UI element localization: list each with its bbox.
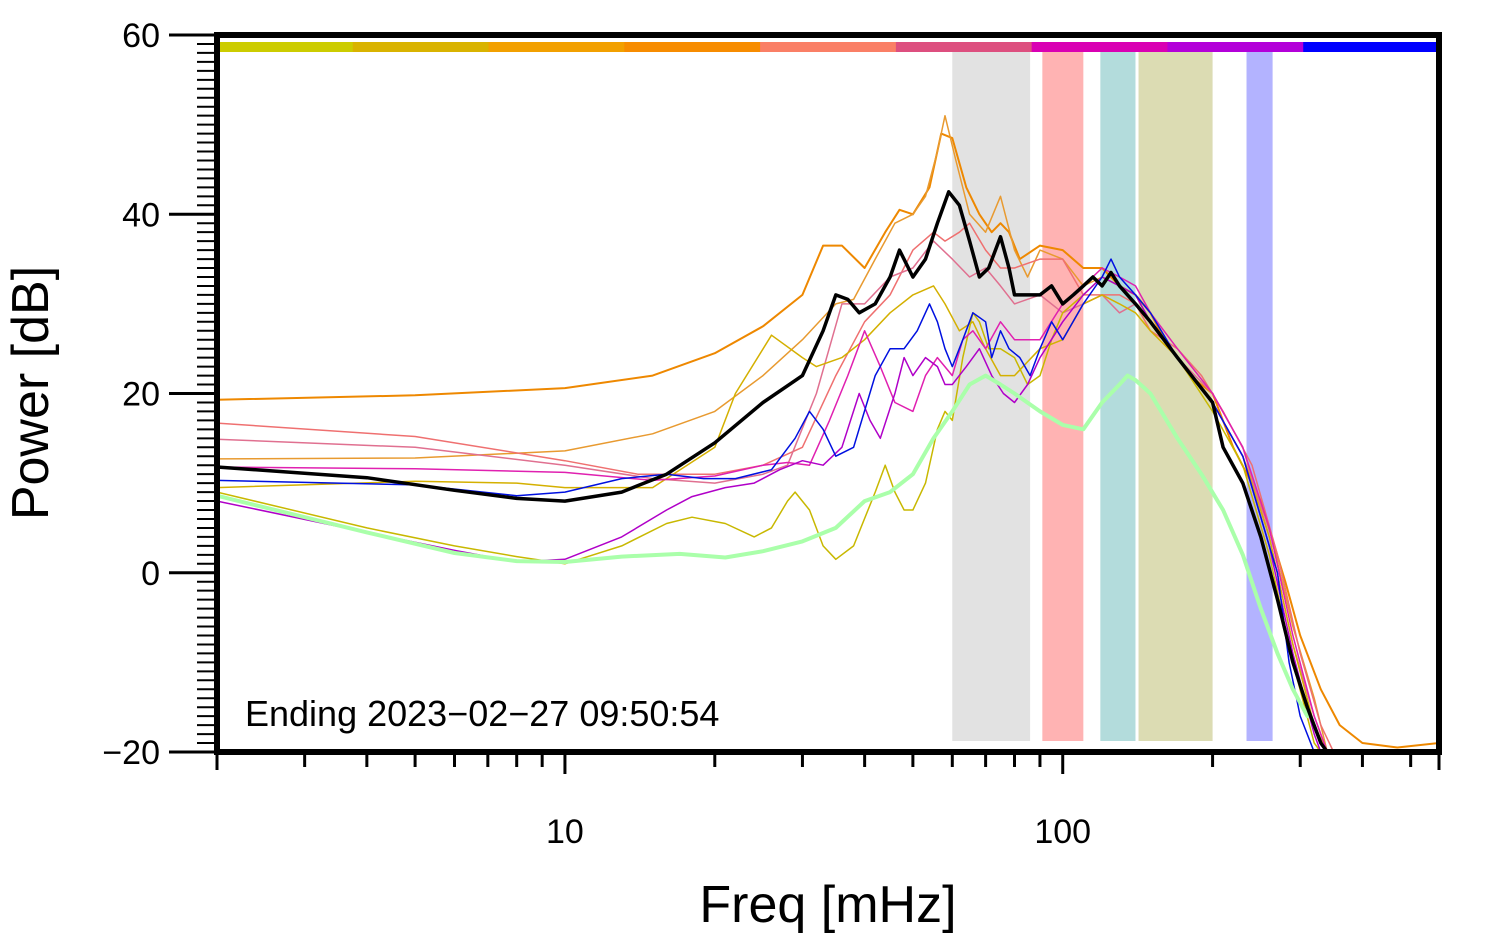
color-bar-segment-0: [217, 42, 354, 52]
y-axis-tick-labels: 60 40 20 0 −20: [102, 17, 160, 772]
spectrum-line-6: [217, 267, 1329, 752]
x-axis-title: Freq [mHz]: [699, 876, 956, 934]
x-axis-tick-labels: 10 100: [546, 813, 1091, 851]
timestamp-annotation: Ending 2023−02−27 09:50:54: [245, 693, 719, 734]
x-tick-label: 10: [546, 813, 584, 851]
spectrum-line-8: [217, 258, 1315, 752]
color-bar-segment-4: [760, 42, 897, 52]
color-bar-segment-5: [895, 42, 1033, 52]
frequency-bands: [952, 52, 1273, 741]
color-bar-segment-8: [1303, 42, 1440, 52]
band-4: [1246, 52, 1273, 741]
y-tick-label: 40: [122, 196, 160, 234]
color-bar-segment-6: [1031, 42, 1168, 52]
spectra-lines: [217, 114, 1439, 752]
y-axis-title: Power [dB]: [2, 266, 60, 520]
color-bar-segment-3: [624, 42, 761, 52]
color-bar-segment-2: [488, 42, 625, 52]
x-tick-label: 100: [1034, 813, 1091, 851]
x-axis-ticks: [215, 755, 1441, 774]
y-tick-label: −20: [102, 734, 160, 772]
y-tick-label: 20: [122, 376, 160, 414]
spectrum-line-9: [217, 373, 1310, 719]
spectrum-line-10: [217, 190, 1330, 752]
y-axis-ticks: [169, 33, 214, 754]
band-1: [1042, 52, 1084, 741]
y-tick-label: 60: [122, 17, 160, 55]
color-bar-segment-7: [1167, 42, 1304, 52]
plot-frame: [214, 32, 1442, 755]
color-bar-segment-1: [352, 42, 490, 52]
band-3: [1138, 52, 1213, 741]
spectrum-line-3: [217, 240, 1329, 752]
y-tick-label: 0: [141, 555, 160, 593]
color-bar-strip: [217, 42, 1440, 52]
